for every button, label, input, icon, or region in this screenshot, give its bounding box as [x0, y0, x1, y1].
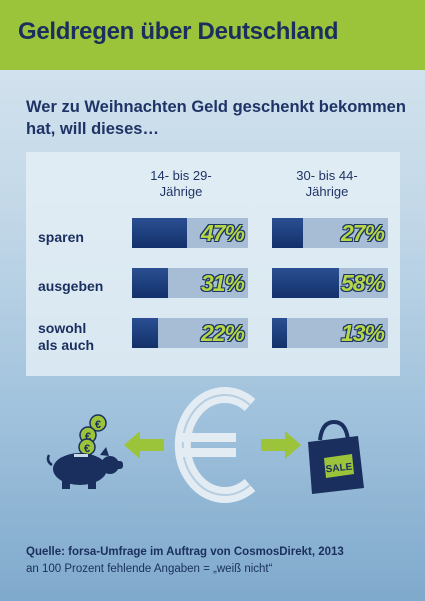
row-label-line2: als auch [38, 337, 95, 353]
shopping-bag-icon: SALE [308, 419, 364, 494]
note-text: an 100 Prozent fehlende Angaben = „weiß … [26, 563, 273, 575]
bar-value-label: 47% [200, 220, 245, 246]
sale-tag: SALE [324, 454, 354, 478]
bar [272, 268, 339, 298]
lead-question: Wer zu Weihnachten Geld geschenkt bekomm… [26, 98, 406, 138]
page-title: Geldregen über Deutschland [18, 18, 339, 45]
arrow-left-icon [124, 431, 164, 459]
bar-track: 58% [272, 268, 388, 298]
column-header-group1: 14- bis 29- Jährige [126, 168, 236, 200]
bar-value-label: 31% [200, 270, 245, 296]
svg-text:€: € [85, 431, 91, 443]
bar [132, 268, 168, 298]
bar-track: 22% [132, 318, 248, 348]
svg-text:€: € [95, 419, 101, 431]
svg-text:€: € [84, 443, 90, 455]
row-label-sowohl-als-auch: sowohl als auch [38, 320, 128, 354]
column-header-group1-line2: Jährige [159, 184, 203, 199]
arrow-right-icon [261, 431, 301, 459]
bar [272, 218, 303, 248]
piggy-bank-icon: € € € [46, 414, 123, 489]
bar-track: 31% [132, 268, 248, 298]
coin-icon: € [78, 438, 96, 456]
bar-value-label: 22% [200, 320, 245, 346]
column-header-group2-line1: 30- bis 44- [296, 168, 358, 183]
row-label-sparen: sparen [38, 229, 84, 245]
bag-text: SALE [325, 462, 353, 476]
column-header-group2-line2: Jährige [305, 184, 349, 199]
bar-value-label: 58% [340, 270, 385, 296]
row-label-ausgeben: ausgeben [38, 278, 104, 294]
column-header-group2: 30- bis 44- Jährige [272, 168, 382, 200]
source-text: Quelle: forsa-Umfrage im Auftrag von Cos… [26, 546, 344, 558]
bar-track: 47% [132, 218, 248, 248]
bar [132, 218, 187, 248]
bar-track: 13% [272, 318, 388, 348]
column-header-group1-line1: 14- bis 29- [150, 168, 212, 183]
header-bar: Geldregen über Deutschland [0, 0, 425, 70]
euro-sign-icon [174, 387, 256, 503]
bar [272, 318, 287, 348]
bar-track: 27% [272, 218, 388, 248]
bar-value-label: 27% [340, 220, 385, 246]
bar-value-label: 13% [340, 320, 385, 346]
coin-icon: € [89, 414, 107, 432]
bar [132, 318, 158, 348]
row-label-line1: sowohl [38, 320, 87, 336]
